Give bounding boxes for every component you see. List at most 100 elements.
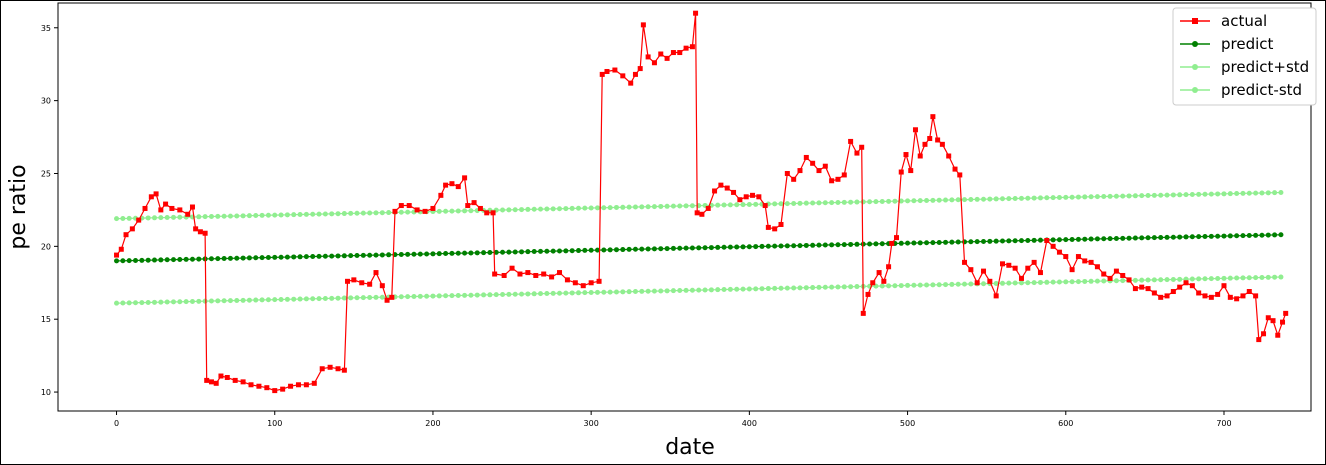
data-point <box>696 245 702 251</box>
data-point <box>152 215 158 221</box>
data-point <box>848 138 854 144</box>
data-point <box>272 254 278 260</box>
data-point <box>1101 236 1107 242</box>
data-point <box>455 250 461 256</box>
data-point <box>538 291 544 297</box>
data-point <box>993 293 999 299</box>
data-point <box>265 255 271 261</box>
data-point <box>1145 235 1151 241</box>
x-tick-label: 700 <box>1216 419 1231 428</box>
data-point <box>1164 234 1170 240</box>
legend-label: predict <box>1221 35 1274 53</box>
data-point <box>1183 280 1189 286</box>
data-point <box>1164 293 1170 299</box>
data-point <box>803 242 809 248</box>
data-point <box>1196 234 1202 240</box>
data-point <box>471 200 477 206</box>
data-point <box>599 71 605 77</box>
legend-marker <box>1192 18 1198 24</box>
data-point <box>854 284 860 290</box>
data-point <box>500 207 506 213</box>
data-point <box>1139 277 1145 283</box>
x-axis-label: date <box>665 435 715 460</box>
data-point <box>699 211 705 217</box>
data-point <box>204 377 210 383</box>
data-point <box>468 292 474 298</box>
data-point <box>509 265 515 271</box>
data-point <box>114 252 120 258</box>
data-point <box>664 203 670 209</box>
data-point <box>500 249 506 255</box>
data-point <box>246 213 252 219</box>
data-point <box>557 206 563 212</box>
data-point <box>924 197 930 203</box>
data-point <box>1094 194 1100 200</box>
data-point <box>398 252 404 258</box>
data-point <box>927 136 933 142</box>
data-point <box>544 248 550 254</box>
data-point <box>946 153 952 159</box>
data-point <box>405 251 411 257</box>
data-point <box>295 382 301 388</box>
data-point <box>506 249 512 255</box>
data-point <box>974 239 980 245</box>
data-point <box>430 251 436 257</box>
data-point <box>1189 276 1195 282</box>
data-point <box>683 245 689 251</box>
data-point <box>702 287 708 293</box>
data-point <box>639 246 645 252</box>
data-point <box>664 246 670 252</box>
data-point <box>658 288 664 294</box>
data-point <box>341 367 347 373</box>
data-point <box>474 250 480 256</box>
data-point <box>259 297 265 303</box>
data-point <box>981 268 987 274</box>
data-point <box>379 294 385 300</box>
data-point <box>259 255 265 261</box>
data-point <box>474 292 480 298</box>
data-point <box>1240 233 1246 239</box>
data-point <box>517 271 523 277</box>
data-point <box>1056 279 1062 285</box>
data-point <box>645 246 651 252</box>
data-point <box>829 200 835 206</box>
data-point <box>1270 318 1276 324</box>
data-point <box>246 255 252 261</box>
data-point <box>202 298 208 304</box>
data-point <box>797 243 803 249</box>
data-point <box>443 293 449 299</box>
legend-box <box>1172 7 1317 106</box>
data-point <box>189 256 195 262</box>
data-point <box>506 207 512 213</box>
data-point <box>126 300 132 306</box>
data-point <box>417 251 423 257</box>
data-point <box>708 245 714 251</box>
data-point <box>316 253 322 259</box>
data-point <box>164 215 170 221</box>
data-point <box>604 68 610 74</box>
data-point <box>810 160 816 166</box>
data-point <box>1196 191 1202 197</box>
data-point <box>968 281 974 287</box>
data-point <box>386 252 392 258</box>
data-point <box>1151 192 1157 198</box>
data-point <box>278 212 284 218</box>
data-point <box>114 216 120 222</box>
data-point <box>860 199 866 205</box>
data-point <box>917 198 923 204</box>
data-point <box>1215 291 1221 297</box>
y-tick-label: 30 <box>41 97 51 106</box>
data-point <box>841 172 847 178</box>
data-point <box>443 251 449 257</box>
data-point <box>297 212 303 218</box>
data-point <box>1253 293 1259 299</box>
data-point <box>639 204 645 210</box>
data-point <box>854 199 860 205</box>
data-point <box>640 22 646 28</box>
legend-marker <box>1192 41 1198 47</box>
data-point <box>1139 284 1145 290</box>
data-point <box>1272 232 1278 238</box>
data-point <box>860 310 866 316</box>
data-point <box>1082 236 1088 242</box>
data-point <box>1170 192 1176 198</box>
